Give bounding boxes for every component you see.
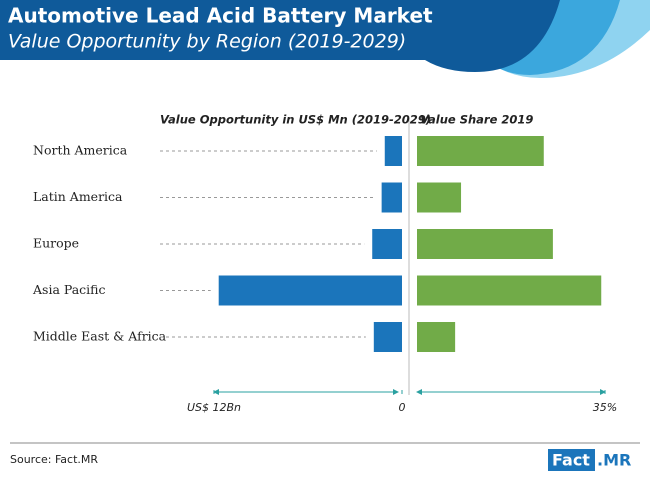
chart-title: Value Share 2019: [420, 113, 533, 127]
logo-text: Fact: [552, 451, 590, 470]
logo-text: .MR: [597, 451, 631, 470]
bar: [417, 322, 456, 352]
bar: [417, 182, 462, 213]
x-tick-label: 35%: [593, 401, 617, 414]
subtitle: Value Opportunity by Region (2019-2029): [8, 31, 406, 53]
bar: [218, 275, 402, 306]
category-label: Middle East & Africa: [33, 329, 167, 344]
chart-title: Value Opportunity in US$ Mn (2019-2029): [160, 113, 431, 127]
category-label: Latin America: [33, 189, 123, 204]
category-label: Europe: [33, 236, 79, 251]
header-band: [0, 0, 560, 72]
title: Automotive Lead Acid Battery Market: [8, 4, 433, 28]
x-tick-label: US$ 12Bn: [187, 401, 241, 414]
logo-box: [548, 449, 595, 471]
bar: [417, 275, 602, 306]
bar: [384, 136, 402, 166]
bar: [381, 182, 402, 213]
bar: [417, 229, 553, 259]
bar: [372, 229, 402, 259]
source: Source: Fact.MR: [10, 453, 98, 466]
x-tick-label: 0: [399, 401, 406, 414]
bar: [373, 322, 402, 352]
category-label: North America: [33, 143, 128, 158]
category-label: Asia Pacific: [32, 282, 106, 297]
bar: [417, 136, 544, 166]
